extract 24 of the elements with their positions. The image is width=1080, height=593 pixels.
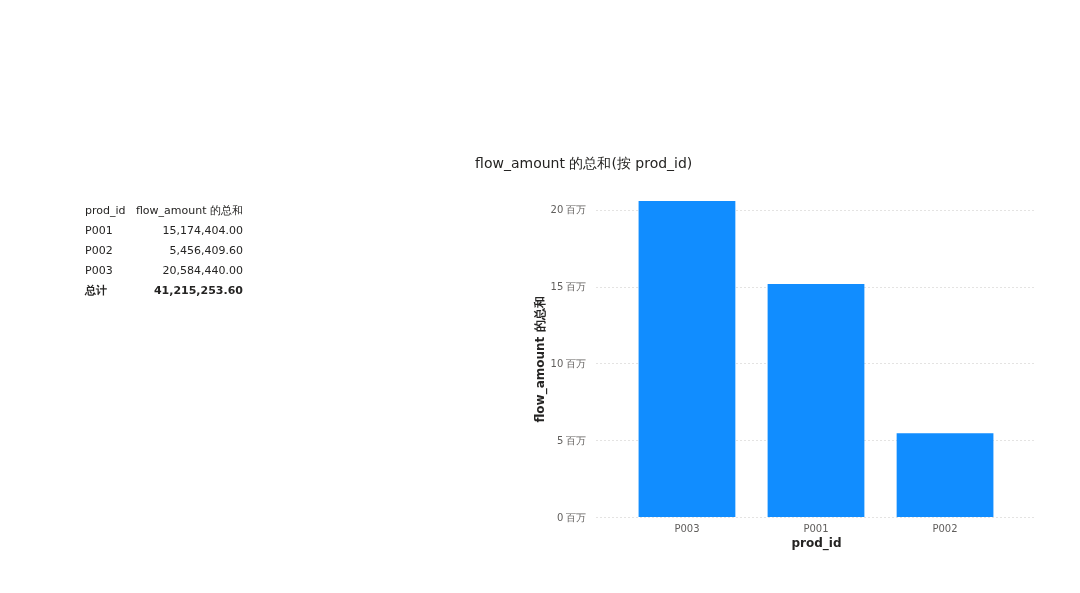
category-label: P002 [85,244,113,257]
y-tick-label: 20 百万 [550,204,587,216]
y-tick-label: 10 百万 [550,357,587,369]
text: 总计 [84,284,107,297]
text: flow_amount 的总和 [135,204,243,217]
x-tick-label: P003 [674,522,700,534]
bar [896,433,994,517]
y-axis-title: flow_amount 的总和 [532,296,548,423]
y-tick-label: 15 百万 [550,281,587,293]
y-tick-label: 0 百万 [556,511,587,523]
text: 20,584,440.00 [162,264,243,277]
x-axis-title: prod_id [791,535,842,551]
text: prod_id [85,204,126,217]
bar [767,284,865,517]
category-label: P001 [85,224,113,237]
text: 5,456,409.60 [169,244,243,257]
y-tick-label: 5 百万 [556,434,587,446]
bar [638,201,736,517]
x-tick-label: P001 [803,522,829,534]
text: 41,215,253.60 [153,284,243,297]
category-label: P003 [85,264,113,277]
chart-title: flow_amount 的总和(按 prod_id) [475,155,693,171]
x-tick-label: P002 [932,522,958,534]
text: 15,174,404.00 [162,224,243,237]
